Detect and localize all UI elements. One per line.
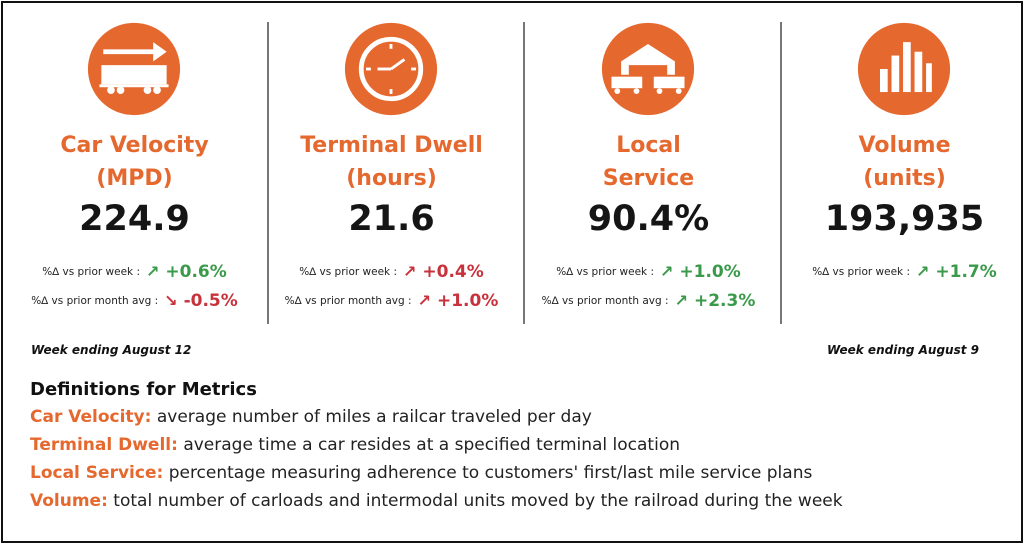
definition-term: Local Service: bbox=[30, 463, 164, 483]
metric-title: Terminal Dwell (hours) bbox=[263, 129, 520, 195]
title-line: (units) bbox=[863, 166, 946, 191]
change-row: %∆ vs prior month avg : ↘ -0.5% bbox=[6, 286, 263, 315]
change-value: +1.7% bbox=[935, 261, 997, 282]
change-value: +2.3% bbox=[693, 290, 756, 311]
car-velocity-icon bbox=[87, 22, 181, 116]
definition: Car Velocity: average number of miles a … bbox=[30, 407, 1010, 435]
changes: %∆ vs prior week : ↗ +0.4% %∆ vs prior mon… bbox=[263, 257, 520, 315]
title-line: Volume bbox=[858, 133, 951, 158]
change-value: -0.5% bbox=[183, 290, 238, 311]
metric-value: 224.9 bbox=[79, 199, 190, 239]
divider bbox=[780, 22, 782, 324]
definition-term: Car Velocity: bbox=[30, 407, 152, 427]
metric-card: Terminal Dwell (hours) 21.6 %∆ vs prior w… bbox=[263, 3, 520, 333]
change-arrow: ↗ bbox=[660, 262, 674, 281]
definition-text: total number of carloads and intermodal … bbox=[113, 491, 843, 511]
metric-title: Local Service bbox=[520, 129, 777, 195]
change-label: %∆ vs prior week : bbox=[556, 265, 654, 278]
metric-value: 90.4% bbox=[587, 199, 710, 239]
definitions-title: Definitions for Metrics bbox=[30, 379, 257, 400]
change-label: %∆ vs prior week : bbox=[812, 265, 910, 278]
metric-title: Volume (units) bbox=[776, 129, 1024, 195]
metric-title: Car Velocity (MPD) bbox=[6, 129, 263, 195]
metric-value: 21.6 bbox=[348, 199, 435, 239]
definition: Local Service: percentage measuring adhe… bbox=[30, 463, 1010, 491]
change-row: %∆ vs prior week : ↗ +0.4% bbox=[263, 257, 520, 286]
title-line: (MPD) bbox=[96, 166, 173, 191]
divider bbox=[523, 22, 525, 324]
metric-card: Local Service 90.4% %∆ vs prior week : ↗ +1… bbox=[520, 3, 777, 333]
change-row: %∆ vs prior month avg : ↗ +2.3% bbox=[520, 286, 777, 315]
week-note: Week ending August 12 bbox=[31, 343, 192, 357]
volume-icon bbox=[857, 22, 951, 116]
metric-value: 193,935 bbox=[824, 199, 985, 239]
definition-text: average time a car resides at a specifie… bbox=[183, 435, 680, 455]
change-arrow: ↘ bbox=[164, 291, 178, 310]
change-label: %∆ vs prior month avg : bbox=[284, 294, 412, 307]
definitions: Definitions for Metrics Car Velocity: av… bbox=[30, 379, 1010, 519]
metric-card: Volume (units) 193,935 %∆ vs prior week :… bbox=[776, 3, 1024, 333]
week-note: Week ending August 9 bbox=[827, 343, 979, 357]
definition-text: average number of miles a railcar travel… bbox=[156, 407, 592, 427]
divider bbox=[267, 22, 269, 324]
change-row: %∆ vs prior month avg : ↗ +1.0% bbox=[263, 286, 520, 315]
change-value: +0.4% bbox=[422, 261, 484, 282]
changes: %∆ vs prior week : ↗ +1.0% %∆ vs prior mon… bbox=[520, 257, 777, 315]
change-row: %∆ vs prior week : ↗ +1.7% bbox=[776, 257, 1024, 286]
definition-term: Volume: bbox=[30, 491, 108, 511]
change-arrow: ↗ bbox=[674, 291, 688, 310]
change-value: +1.0% bbox=[679, 261, 741, 282]
change-arrow: ↗ bbox=[146, 262, 160, 281]
title-line: Service bbox=[602, 166, 695, 191]
change-arrow: ↗ bbox=[916, 262, 930, 281]
change-label: %∆ vs prior month avg : bbox=[541, 294, 669, 307]
title-line: Local bbox=[616, 133, 681, 158]
change-row: %∆ vs prior week : ↗ +1.0% bbox=[520, 257, 777, 286]
title-line: Terminal Dwell bbox=[300, 133, 483, 158]
definition-term: Terminal Dwell: bbox=[30, 435, 178, 455]
changes: %∆ vs prior week : ↗ +0.6% %∆ vs prior mon… bbox=[6, 257, 263, 315]
definition: Volume: total number of carloads and int… bbox=[30, 491, 1010, 519]
changes: %∆ vs prior week : ↗ +1.7% bbox=[776, 257, 1024, 286]
change-label: %∆ vs prior week : bbox=[299, 265, 397, 278]
title-line: (hours) bbox=[346, 166, 437, 191]
change-label: %∆ vs prior week : bbox=[42, 265, 140, 278]
definition: Terminal Dwell: average time a car resid… bbox=[30, 435, 1010, 463]
definition-text: percentage measuring adherence to custom… bbox=[168, 463, 813, 483]
metric-card: Car Velocity (MPD) 224.9 %∆ vs prior week… bbox=[6, 3, 263, 333]
local-service-icon bbox=[601, 22, 695, 116]
change-arrow: ↗ bbox=[403, 262, 417, 281]
change-row: %∆ vs prior week : ↗ +0.6% bbox=[6, 257, 263, 286]
terminal-dwell-icon bbox=[344, 22, 438, 116]
change-label: %∆ vs prior month avg : bbox=[31, 294, 159, 307]
change-value: +0.6% bbox=[165, 261, 227, 282]
change-value: +1.0% bbox=[436, 290, 499, 311]
change-arrow: ↗ bbox=[417, 291, 431, 310]
title-line: Car Velocity bbox=[60, 133, 209, 158]
